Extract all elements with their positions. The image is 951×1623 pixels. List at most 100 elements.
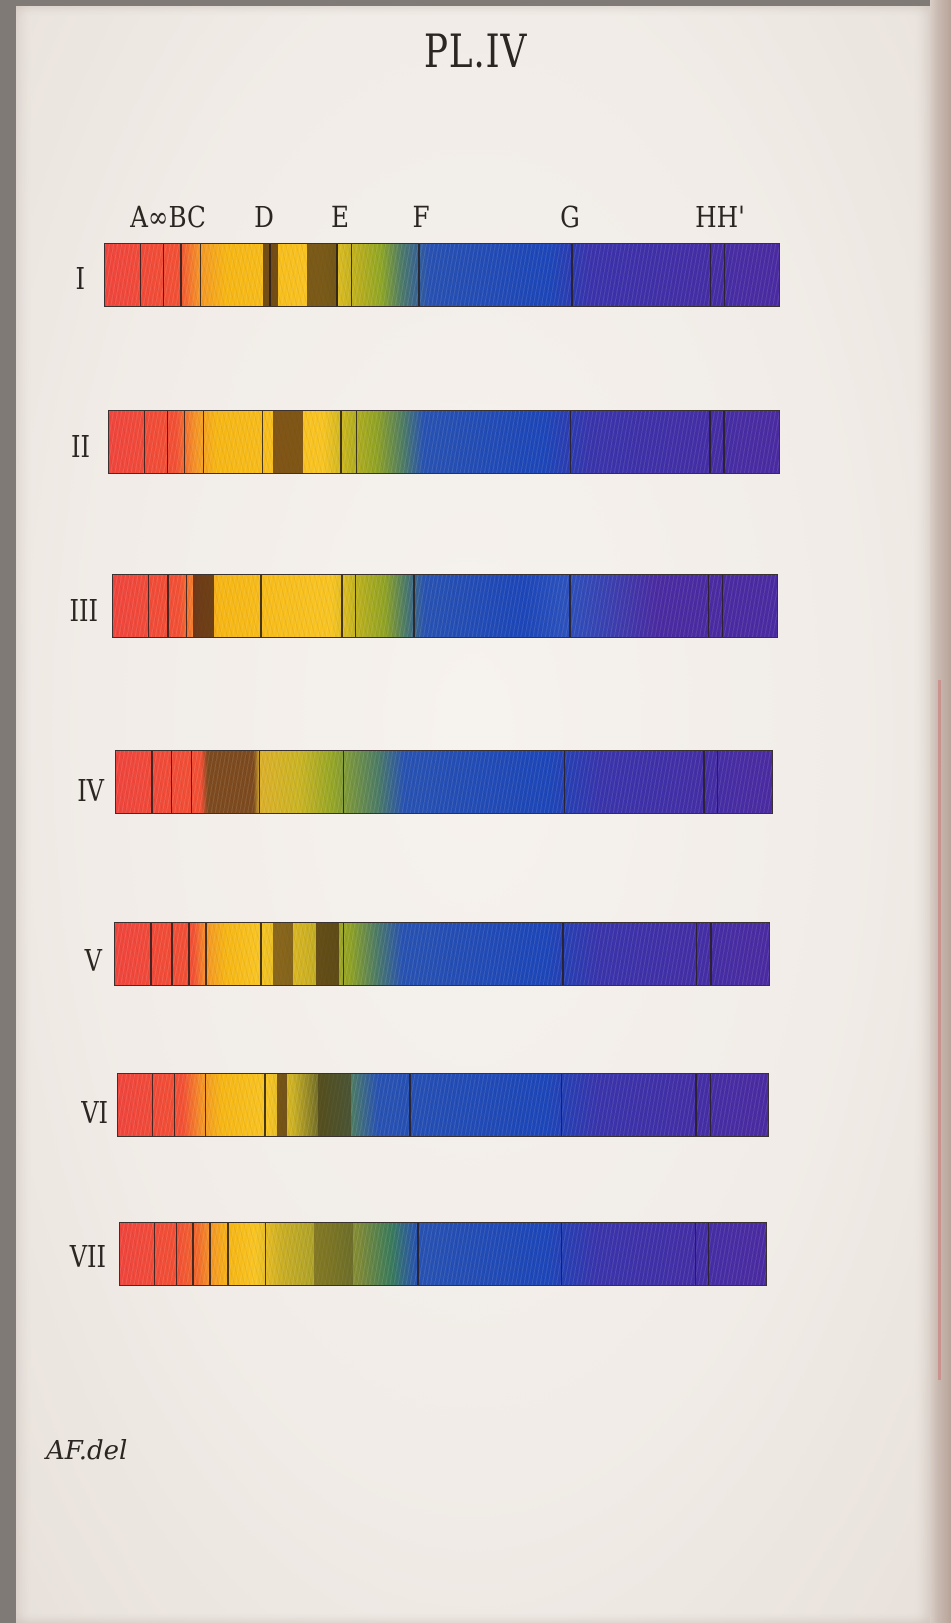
- fraunhofer-line: [167, 575, 169, 637]
- fraunhofer-line: [205, 1074, 207, 1136]
- fraunhofer-line: [209, 1223, 211, 1285]
- fraunhofer-line: [571, 244, 573, 306]
- fraunhofer-line-labels: A∞BC D E F G HH': [128, 200, 808, 240]
- fraunhofer-line: [162, 244, 165, 306]
- fraunhofer-line: [143, 411, 146, 473]
- spectrum-5-numeral: V: [84, 944, 102, 979]
- fraunhofer-line: [341, 575, 343, 637]
- absorption-band: [273, 923, 293, 985]
- page-edge: [930, 0, 951, 1623]
- spectrum-texture: [113, 575, 777, 637]
- label-d: D: [254, 200, 274, 234]
- fraunhofer-line: [259, 751, 261, 813]
- spectrum-2-numeral: II: [71, 430, 90, 465]
- label-a-alpha-b-c: A∞BC: [130, 200, 206, 234]
- fraunhofer-line: [153, 1223, 155, 1285]
- fraunhofer-line: [417, 1223, 419, 1285]
- fraunhofer-line: [723, 411, 725, 473]
- fraunhofer-line: [351, 244, 353, 306]
- spectrum-6-numeral: VI: [81, 1096, 108, 1131]
- page-edge-stain: [938, 680, 941, 1380]
- fraunhofer-line: [340, 411, 342, 473]
- fraunhofer-line: [264, 1074, 266, 1136]
- fraunhofer-line: [569, 575, 571, 637]
- absorption-band: [318, 1074, 351, 1136]
- fraunhofer-line: [418, 244, 420, 306]
- spectrum-6: [117, 1073, 769, 1137]
- absorption-band: [276, 1074, 287, 1136]
- label-h-h-prime: HH': [695, 200, 745, 234]
- plate-title: PL.IV: [423, 24, 528, 78]
- spectrum-texture: [118, 1074, 768, 1136]
- fraunhofer-line: [560, 1223, 562, 1285]
- fraunhofer-line: [192, 1223, 194, 1285]
- fraunhofer-line: [695, 1074, 697, 1136]
- spectrum-1: [104, 243, 780, 307]
- spectrum-texture: [116, 751, 772, 813]
- absorption-band: [316, 923, 339, 985]
- spectrum-texture: [120, 1223, 766, 1285]
- fraunhofer-line: [336, 244, 338, 306]
- fraunhofer-line: [354, 575, 357, 637]
- absorption-band: [313, 1223, 353, 1285]
- spectrum-texture: [115, 923, 769, 985]
- spectrum-3: [112, 574, 778, 638]
- spectrum-2: [108, 410, 780, 474]
- artist-signature: AF.del: [46, 1436, 128, 1466]
- fraunhofer-line: [707, 1223, 710, 1285]
- spectrum-3-numeral: III: [69, 594, 98, 629]
- fraunhofer-line: [261, 411, 264, 473]
- spectrum-4: [115, 750, 773, 814]
- fraunhofer-line: [716, 751, 719, 813]
- fraunhofer-line: [202, 411, 205, 473]
- fraunhofer-line: [709, 244, 711, 306]
- spectrum-4-numeral: IV: [77, 774, 104, 809]
- spectrum-5: [114, 922, 770, 986]
- fraunhofer-line: [409, 1074, 411, 1136]
- fraunhofer-line: [200, 244, 202, 306]
- spectrum-texture: [105, 244, 779, 306]
- label-f: F: [412, 200, 430, 234]
- fraunhofer-line: [180, 244, 182, 306]
- spectrum-1-numeral: I: [75, 262, 85, 297]
- fraunhofer-line: [269, 244, 271, 306]
- fraunhofer-line: [147, 575, 149, 637]
- fraunhofer-line: [342, 751, 345, 813]
- fraunhofer-line: [694, 1223, 697, 1285]
- fraunhofer-line: [186, 575, 188, 637]
- fraunhofer-line: [188, 923, 190, 985]
- fraunhofer-line: [171, 751, 173, 813]
- label-g: G: [560, 200, 580, 234]
- fraunhofer-line: [184, 411, 186, 473]
- fraunhofer-line: [205, 923, 207, 985]
- fraunhofer-line: [721, 575, 724, 637]
- fraunhofer-line: [709, 411, 711, 473]
- spectrum-7-numeral: VII: [69, 1240, 106, 1275]
- absorption-band: [307, 244, 338, 306]
- fraunhofer-line: [342, 923, 344, 985]
- fraunhofer-line: [227, 1223, 229, 1285]
- fraunhofer-line: [264, 1223, 267, 1285]
- fraunhofer-line: [703, 751, 705, 813]
- absorption-band: [192, 575, 214, 637]
- spectrum-texture: [109, 411, 779, 473]
- fraunhofer-line: [710, 923, 712, 985]
- fraunhofer-line: [355, 411, 357, 473]
- fraunhofer-line: [151, 751, 153, 813]
- fraunhofer-line: [171, 923, 173, 985]
- spectrum-7: [119, 1222, 767, 1286]
- fraunhofer-line: [562, 923, 564, 985]
- absorption-band: [273, 411, 304, 473]
- fraunhofer-line: [150, 923, 152, 985]
- fraunhofer-line: [175, 1223, 177, 1285]
- fraunhofer-line: [190, 751, 193, 813]
- fraunhofer-line: [140, 244, 142, 306]
- fraunhofer-line: [709, 1074, 711, 1136]
- fraunhofer-line: [707, 575, 710, 637]
- label-e: E: [331, 200, 349, 234]
- fraunhofer-line: [564, 751, 566, 813]
- fraunhofer-line: [413, 575, 415, 637]
- fraunhofer-line: [723, 244, 726, 306]
- fraunhofer-line: [260, 575, 262, 637]
- fraunhofer-line: [695, 923, 698, 985]
